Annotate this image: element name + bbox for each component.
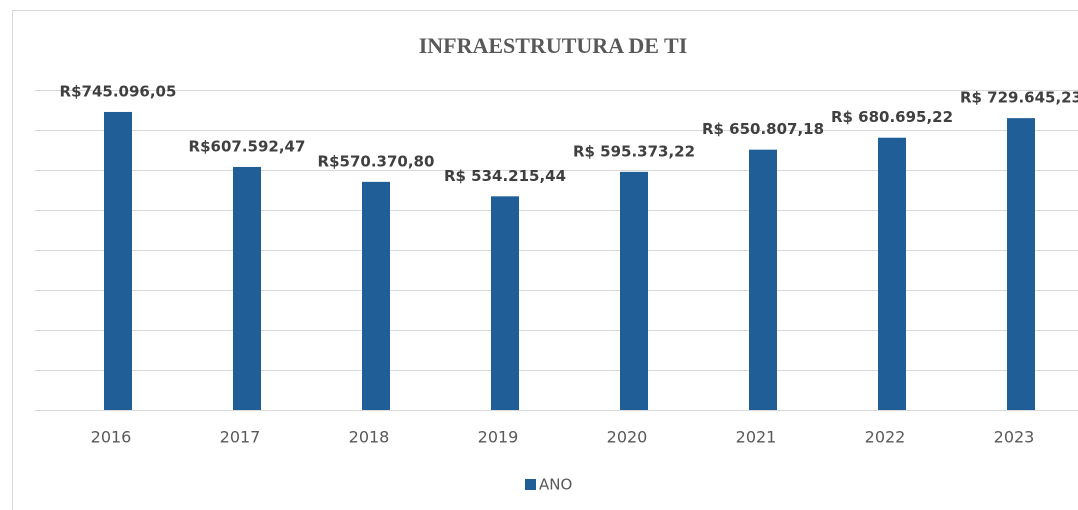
x-tick-label: 2019 (478, 428, 519, 447)
value-label: R$ 650.807,18 (702, 120, 824, 138)
bar (233, 166, 261, 410)
chart-title: INFRAESTRUTURA DE TI (419, 33, 688, 58)
x-tick-label: 2021 (736, 428, 777, 447)
value-label: R$ 729.645,23 (960, 89, 1078, 107)
value-label: R$ 680.695,22 (831, 108, 953, 126)
x-tick-label: 2018 (349, 428, 390, 447)
bar (491, 196, 519, 410)
bar (620, 171, 648, 410)
value-label: R$745.096,05 (60, 82, 177, 100)
value-label: R$ 595.373,22 (573, 142, 695, 160)
bar (749, 149, 777, 410)
x-tick-label: 2016 (91, 428, 132, 447)
value-label: R$607.592,47 (189, 137, 306, 155)
bar (878, 137, 906, 410)
bar (362, 181, 390, 410)
value-label: R$570.370,80 (318, 152, 435, 170)
x-tick-label: 2022 (865, 428, 906, 447)
legend-label: ANO (539, 476, 572, 494)
x-tick-label: 2023 (994, 428, 1035, 447)
x-tick-label: 2017 (220, 428, 261, 447)
x-tick-label: 2020 (607, 428, 648, 447)
value-label: R$ 534.215,44 (444, 167, 566, 185)
bar (1007, 118, 1035, 410)
bar (104, 111, 132, 410)
legend-swatch (525, 479, 536, 490)
